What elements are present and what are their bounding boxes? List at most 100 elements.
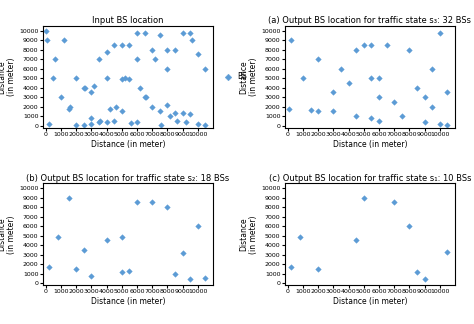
BS <box>398 114 406 119</box>
BS <box>88 90 95 95</box>
BS <box>375 118 383 123</box>
X-axis label: Distance (in meter): Distance (in meter) <box>333 140 407 148</box>
BS <box>179 250 186 255</box>
BS <box>141 30 148 35</box>
BS <box>118 42 126 48</box>
BS <box>80 122 88 127</box>
BS <box>391 99 398 105</box>
BS <box>171 47 179 52</box>
BS <box>141 95 148 100</box>
BS <box>375 95 383 100</box>
BS <box>110 42 118 48</box>
BS <box>164 102 171 107</box>
Y-axis label: Distance
(in meter): Distance (in meter) <box>239 57 258 96</box>
BS <box>73 266 80 272</box>
BS <box>118 234 126 239</box>
BS <box>201 276 209 281</box>
BS <box>133 200 141 205</box>
BS <box>88 115 95 121</box>
BS <box>126 42 133 48</box>
BS <box>182 119 190 124</box>
BS <box>126 268 133 273</box>
BS <box>383 42 391 48</box>
Y-axis label: Distance
(in meter): Distance (in meter) <box>239 215 258 254</box>
BS <box>133 30 141 35</box>
BS <box>42 28 49 33</box>
BS <box>179 30 186 35</box>
BS <box>314 109 322 114</box>
BS <box>103 49 110 54</box>
BS <box>186 30 194 35</box>
BS <box>80 248 88 253</box>
BS <box>45 121 53 126</box>
BS <box>152 57 159 62</box>
BS <box>287 38 294 43</box>
BS <box>421 95 428 100</box>
BS <box>133 119 141 124</box>
BS <box>337 66 345 71</box>
BS <box>142 95 150 100</box>
BS <box>66 104 74 109</box>
BS <box>179 111 186 116</box>
BS <box>188 38 196 43</box>
BS <box>406 224 413 229</box>
BS <box>367 115 375 121</box>
BS <box>95 119 103 124</box>
BS <box>148 104 156 109</box>
BS <box>436 121 444 126</box>
Title: (b) Output BS location for traffic state s₂: 18 BSs: (b) Output BS location for traffic state… <box>26 174 229 183</box>
BS <box>49 75 57 81</box>
BS <box>329 90 337 95</box>
BS <box>345 80 352 86</box>
BS <box>444 122 451 127</box>
BS <box>352 47 360 52</box>
BS <box>118 76 126 82</box>
BS <box>118 269 126 274</box>
BS <box>112 104 119 109</box>
BS <box>299 75 307 81</box>
BS <box>51 57 59 62</box>
BS <box>413 269 421 274</box>
BS <box>65 195 73 200</box>
X-axis label: Distance (in meter): Distance (in meter) <box>91 140 165 148</box>
BS <box>80 85 88 90</box>
BS <box>428 104 436 109</box>
BS <box>194 224 201 229</box>
BS <box>148 47 156 52</box>
BS <box>73 122 80 127</box>
BS <box>110 118 118 123</box>
BS <box>391 200 398 205</box>
BS <box>314 57 322 62</box>
BS <box>95 57 103 62</box>
Y-axis label: Distance
(in meter): Distance (in meter) <box>0 57 16 96</box>
BS <box>186 112 194 117</box>
BS <box>329 109 337 114</box>
BS <box>167 114 174 119</box>
BS <box>428 66 436 71</box>
BS <box>136 85 144 90</box>
BS <box>57 95 65 100</box>
BS <box>444 90 451 95</box>
BS <box>103 238 110 243</box>
Legend: BS: BS <box>220 72 247 81</box>
BS <box>133 57 141 62</box>
BS <box>352 238 360 243</box>
BS <box>360 195 367 200</box>
BS <box>118 109 126 114</box>
Y-axis label: Distance
(in meter): Distance (in meter) <box>0 215 16 254</box>
BS <box>360 42 367 48</box>
BS <box>106 106 113 111</box>
BS <box>352 114 360 119</box>
BS <box>436 30 444 35</box>
BS <box>44 38 51 43</box>
Title: Input BS location: Input BS location <box>92 16 164 25</box>
BS <box>88 121 95 126</box>
BS <box>82 85 89 90</box>
BS <box>157 122 165 127</box>
BS <box>314 266 322 272</box>
BS <box>171 271 179 276</box>
BS <box>91 83 98 88</box>
BS <box>156 33 164 38</box>
BS <box>97 118 104 123</box>
BS <box>296 234 304 239</box>
